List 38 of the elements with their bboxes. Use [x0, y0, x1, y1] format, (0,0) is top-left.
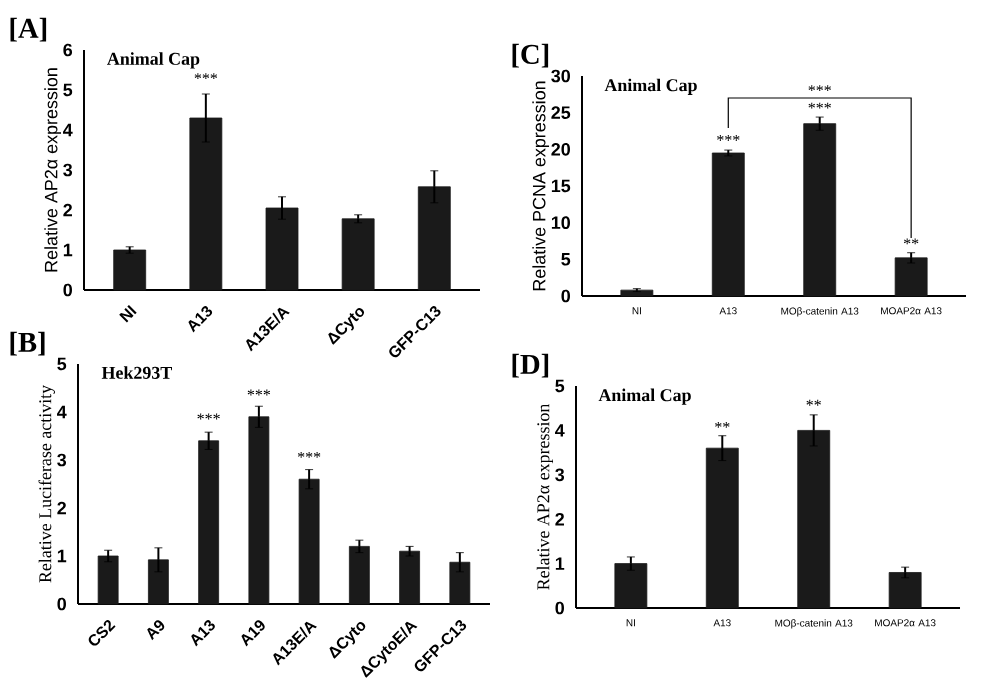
chart-title: [C] — [512, 43, 549, 68]
y-tick-label: 4 — [57, 405, 67, 419]
y-tick-label: 5 — [561, 253, 571, 266]
y-axis-title: Relative AP2α expression — [44, 68, 62, 272]
y-tick-label: 0 — [57, 597, 66, 611]
chart-title: [B] — [10, 331, 45, 356]
y-tick-label: 3 — [57, 453, 67, 467]
y-tick-label: 30 — [551, 69, 570, 83]
y-tick-label: 5 — [555, 379, 565, 393]
y-tick-label: 6 — [63, 43, 73, 57]
y-tick-label: 3 — [63, 163, 73, 177]
y-tick-label: 2 — [555, 512, 564, 526]
y-axis-title: Relative Luciferase activity — [38, 384, 56, 583]
y-tick-label: 4 — [555, 424, 565, 437]
y-tick-label: 5 — [63, 83, 73, 97]
y-tick-label: 3 — [555, 468, 565, 482]
y-tick-label: 1 — [555, 557, 565, 570]
y-tick-label: 2 — [63, 203, 72, 217]
y-axis-title: Relative PCNA expression — [532, 81, 550, 291]
y-tick-label: 15 — [551, 179, 571, 193]
y-tick-label: 1 — [57, 549, 67, 563]
y-tick-label: 10 — [551, 216, 570, 230]
y-tick-label: 25 — [551, 106, 571, 120]
y-tick-label: 5 — [57, 357, 67, 371]
chart-title: [D] — [512, 353, 549, 378]
annotation: Animal Cap — [107, 52, 200, 69]
annotation: Hek293T — [101, 366, 172, 379]
y-tick-label: 0 — [63, 283, 72, 297]
y-tick-label: 0 — [555, 601, 564, 615]
y-axis-title: Relative AP2α expression — [536, 403, 554, 590]
y-tick-label: 0 — [561, 289, 570, 303]
chart-title: [A] — [10, 17, 47, 42]
annotation: Animal Cap — [604, 78, 697, 95]
y-tick-label: 20 — [551, 142, 570, 156]
y-tick-label: 4 — [63, 123, 73, 137]
annotation: Animal Cap — [598, 388, 691, 405]
y-tick-label: 1 — [63, 243, 73, 257]
y-tick-label: 2 — [57, 501, 66, 515]
